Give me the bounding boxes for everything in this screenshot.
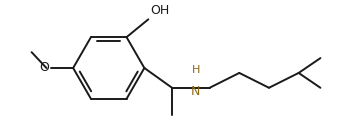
Text: H: H xyxy=(191,65,200,75)
Text: N: N xyxy=(191,85,201,98)
Text: OH: OH xyxy=(150,4,170,17)
Text: O: O xyxy=(39,61,49,75)
